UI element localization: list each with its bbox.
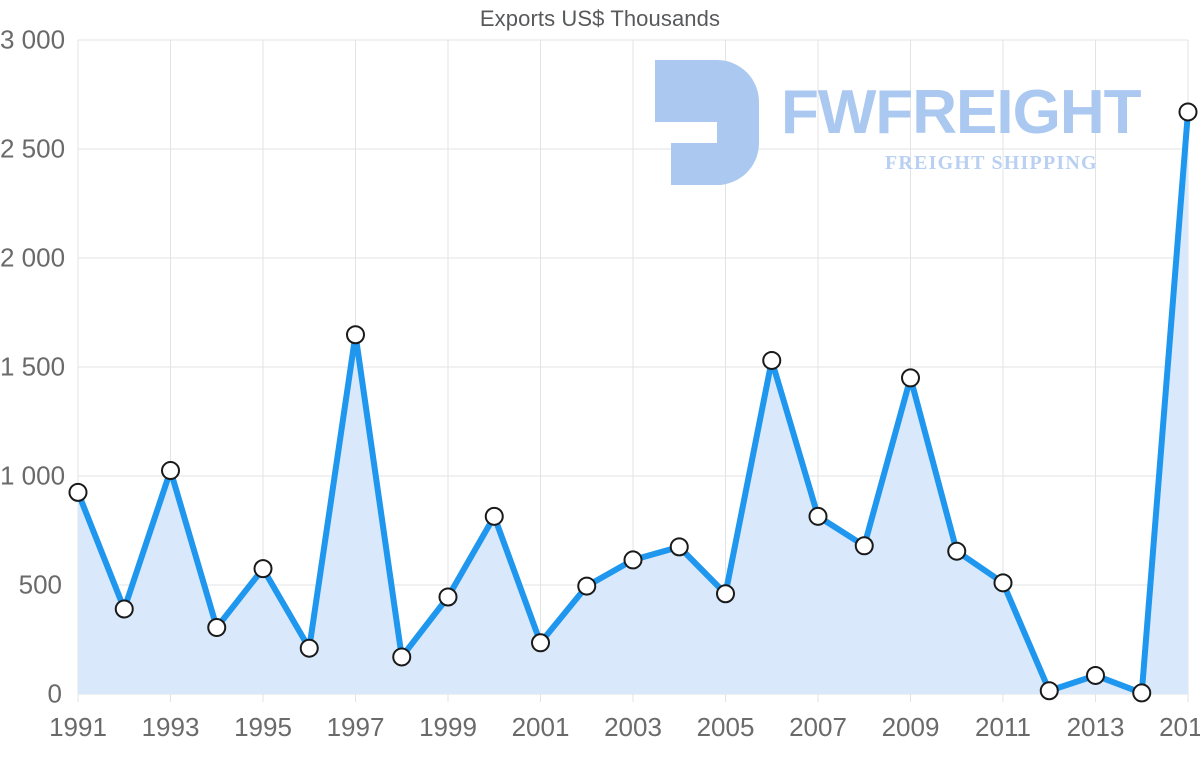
data-point-marker[interactable]: [346, 325, 365, 345]
x-axis-tick-label: 1999: [419, 712, 477, 742]
x-axis-tick-label: 2001: [511, 712, 570, 742]
data-point-marker[interactable]: [161, 461, 180, 481]
data-point-marker[interactable]: [1178, 102, 1198, 122]
data-point-marker[interactable]: [207, 618, 227, 638]
data-point-marker[interactable]: [114, 599, 134, 619]
data-point-marker[interactable]: [762, 350, 782, 370]
x-axis-tick-label: 2009: [881, 712, 940, 742]
data-point-marker[interactable]: [854, 536, 874, 556]
area-fill: [78, 111, 1188, 694]
data-point-marker[interactable]: [531, 633, 550, 653]
y-axis-tick-label: 500: [18, 569, 62, 600]
x-axis-tick-label: 1997: [326, 712, 385, 742]
data-point-marker[interactable]: [577, 576, 597, 596]
x-axis-tick-label: 2015: [1159, 712, 1200, 742]
data-point-marker[interactable]: [993, 573, 1013, 593]
x-axis-tick-label: 2013: [1066, 712, 1125, 742]
data-markers: [68, 102, 1198, 703]
data-point-marker[interactable]: [392, 647, 412, 667]
data-point-marker[interactable]: [669, 537, 689, 557]
data-point-marker[interactable]: [623, 550, 643, 570]
data-point-marker[interactable]: [253, 559, 273, 579]
y-axis-tick-label: 0: [47, 678, 62, 709]
y-axis-tick-label: 1 000: [0, 460, 66, 491]
y-axis-tick-label: 1 500: [0, 351, 66, 382]
x-axis-tick-label: 2007: [789, 712, 847, 742]
data-point-marker[interactable]: [68, 482, 88, 502]
x-axis-tick-label: 1995: [234, 712, 292, 742]
data-point-marker[interactable]: [1039, 681, 1059, 701]
data-point-marker[interactable]: [716, 584, 735, 604]
data-point-marker[interactable]: [808, 506, 828, 526]
data-point-marker[interactable]: [901, 368, 920, 388]
x-axis-tick-label: 1991: [49, 712, 107, 742]
data-point-marker[interactable]: [1132, 683, 1152, 703]
x-axis-tick-label: 1993: [141, 712, 200, 742]
x-axis-tick-label: 2003: [604, 712, 662, 742]
data-point-marker[interactable]: [947, 541, 967, 561]
data-point-marker[interactable]: [484, 506, 504, 526]
x-axis-tick-label: 2005: [696, 712, 755, 742]
y-axis-tick-label: 2 000: [0, 242, 66, 273]
area-polygon: [78, 111, 1188, 694]
chart-title: Exports US$ Thousands: [479, 6, 721, 31]
data-point-marker[interactable]: [1086, 665, 1105, 685]
data-point-marker[interactable]: [438, 587, 458, 607]
data-point-marker[interactable]: [299, 638, 319, 658]
x-axis-tick-label: 2011: [975, 712, 1031, 742]
y-axis-tick-label: 3 000: [0, 24, 66, 55]
y-axis-tick-label: 2 500: [0, 133, 66, 164]
